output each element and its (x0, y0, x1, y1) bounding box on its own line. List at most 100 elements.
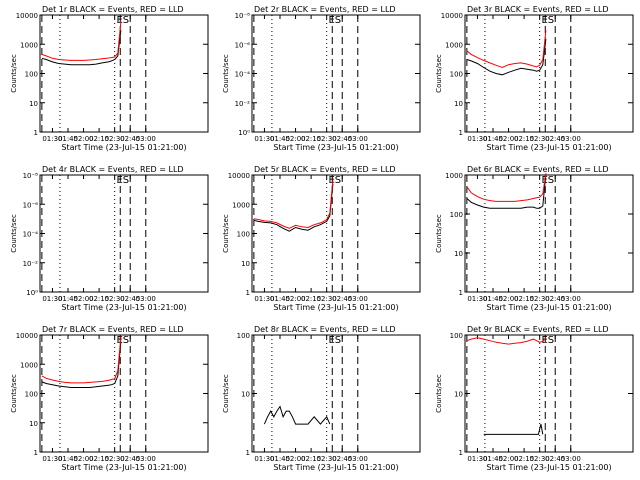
annotation-e: E (542, 15, 548, 26)
x-tick-label: 01:45 (270, 135, 290, 143)
y-tick-label: 10 (29, 420, 38, 428)
panel-title: Det 1r BLACK = Events, RED = LLD (42, 5, 184, 14)
annotation-s: S (335, 335, 341, 346)
y-tick-label: 10⁰ (238, 129, 250, 137)
x-tick-label: 01:45 (58, 455, 78, 463)
x-tick-label: 03:00 (561, 455, 581, 463)
panel-title: Det 8r BLACK = Events, RED = LLD (254, 325, 396, 334)
x-axis-label: Start Time (23-Jul-15 01:21:00) (486, 463, 611, 472)
panel-det-7: Det 7r BLACK = Events, RED = LLD 01:3001:… (10, 325, 209, 472)
series-lld-line (41, 21, 122, 61)
y-tick-label: 10⁻⁸ (23, 172, 39, 180)
x-tick-label: 02:00 (498, 135, 518, 143)
series-events-line (263, 405, 331, 425)
x-tick-label: 01:30 (42, 295, 62, 303)
panel-title: Det 4r BLACK = Events, RED = LLD (42, 165, 184, 174)
x-tick-label: 02:15 (514, 135, 534, 143)
x-tick-label: 02:00 (285, 295, 305, 303)
x-tick-label: 02:45 (545, 135, 565, 143)
x-tick-label: 01:45 (270, 455, 290, 463)
x-tick-label: 02:15 (301, 135, 321, 143)
series-events-line (253, 183, 334, 232)
panel-title: Det 7r BLACK = Events, RED = LLD (42, 325, 184, 334)
x-tick-label: 02:00 (73, 455, 93, 463)
x-axis-label: Start Time (23-Jul-15 01:21:00) (273, 303, 398, 312)
y-tick-label: 10⁻⁸ (235, 12, 251, 20)
series-events-line (466, 173, 547, 209)
x-tick-label: 02:15 (89, 455, 109, 463)
x-tick-label: 03:00 (348, 135, 368, 143)
plot-frame (251, 334, 421, 453)
x-tick-label: 02:30 (317, 135, 337, 143)
x-tick-label: 03:00 (136, 455, 156, 463)
plot-frame (39, 14, 209, 133)
x-axis-label: Start Time (23-Jul-15 01:21:00) (273, 463, 398, 472)
x-tick-label: 02:45 (332, 295, 352, 303)
x-tick-label: 03:00 (348, 295, 368, 303)
x-tick-label: 02:45 (545, 455, 565, 463)
x-tick-label: 02:30 (105, 295, 125, 303)
series-events-line (41, 30, 122, 66)
panel-det-8: Det 8r BLACK = Events, RED = LLD 01:3001:… (222, 325, 421, 472)
x-tick-label: 02:15 (89, 295, 109, 303)
x-tick-label: 02:45 (120, 455, 140, 463)
annotation-e: E (329, 15, 335, 26)
series-lld-line (466, 337, 547, 345)
x-axis-label: Start Time (23-Jul-15 01:21:00) (61, 303, 186, 312)
y-axis-label: Counts/sec (222, 54, 230, 93)
x-tick-label: 02:45 (545, 295, 565, 303)
annotation-e: E (117, 15, 123, 26)
y-tick-label: 100 (25, 71, 38, 79)
y-tick-label: 1000 (445, 172, 463, 180)
x-tick-label: 02:45 (332, 455, 352, 463)
x-tick-label: 01:30 (254, 455, 274, 463)
x-axis-label: Start Time (23-Jul-15 01:21:00) (61, 143, 186, 152)
y-tick-label: 1000 (232, 201, 250, 209)
series-events-line (41, 341, 122, 388)
x-tick-label: 02:30 (530, 455, 550, 463)
y-tick-label: 100 (25, 391, 38, 399)
annotation-e: E (329, 175, 335, 186)
panel-det-6: Det 6r BLACK = Events, RED = LLD 01:3001:… (435, 165, 634, 312)
y-tick-label: 10⁻⁴ (23, 231, 39, 239)
y-tick-label: 10⁻⁶ (23, 201, 39, 209)
y-tick-label: 10000 (16, 332, 38, 340)
x-tick-label: 01:30 (467, 455, 487, 463)
x-axis-label: Start Time (23-Jul-15 01:21:00) (61, 463, 186, 472)
plot-frame (464, 174, 634, 293)
y-tick-label: 10⁻⁴ (235, 71, 251, 79)
y-axis-label: Counts/sec (10, 374, 18, 413)
x-tick-label: 01:45 (483, 295, 503, 303)
annotation-e: E (117, 175, 123, 186)
annotation-e: E (117, 335, 123, 346)
x-tick-label: 02:30 (105, 135, 125, 143)
x-tick-label: 03:00 (348, 455, 368, 463)
panel-det-4: Det 4r BLACK = Events, RED = LLD 01:3001:… (10, 165, 209, 312)
annotation-s: S (548, 335, 554, 346)
x-tick-label: 01:45 (58, 295, 78, 303)
series-lld-line (466, 173, 547, 202)
y-tick-label: 10 (241, 391, 250, 399)
x-tick-label: 02:00 (285, 455, 305, 463)
x-tick-label: 02:00 (73, 295, 93, 303)
x-tick-label: 02:00 (498, 295, 518, 303)
x-tick-label: 01:45 (483, 135, 503, 143)
y-tick-label: 1 (459, 449, 463, 457)
y-tick-label: 100 (237, 332, 250, 340)
y-tick-label: 1 (34, 129, 38, 137)
x-tick-label: 03:00 (136, 135, 156, 143)
x-tick-label: 02:00 (285, 135, 305, 143)
x-tick-label: 02:30 (105, 455, 125, 463)
x-tick-label: 02:30 (317, 455, 337, 463)
x-tick-label: 02:30 (530, 135, 550, 143)
x-tick-label: 02:30 (317, 295, 337, 303)
y-tick-label: 100 (450, 71, 463, 79)
series-lld-line (466, 30, 547, 69)
x-tick-label: 01:30 (42, 135, 62, 143)
y-tick-label: 10⁻² (235, 100, 251, 108)
annotation-s: S (123, 335, 129, 346)
y-tick-label: 1 (246, 449, 250, 457)
plot-frame (39, 174, 209, 293)
y-axis-label: Counts/sec (10, 54, 18, 93)
panel-det-1: Det 1r BLACK = Events, RED = LLD 01:3001:… (10, 5, 209, 152)
